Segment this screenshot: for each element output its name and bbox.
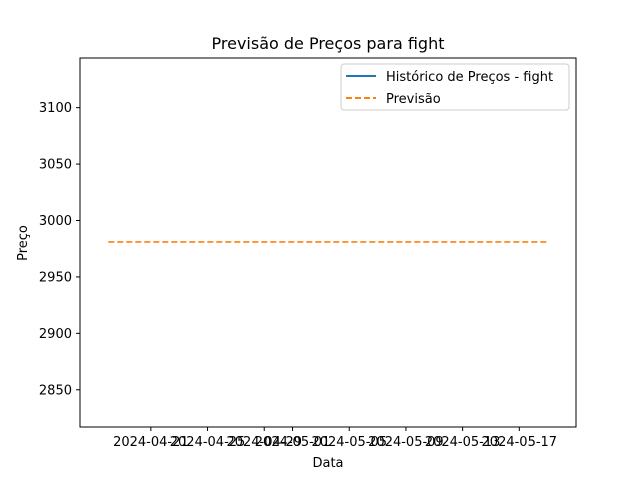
x-axis: 2024-04-212024-04-252024-04-292024-05-01… — [113, 427, 557, 450]
legend-box — [340, 63, 570, 111]
x-tick-label: 2024-05-09 — [368, 435, 444, 450]
y-tick-label: 2850 — [39, 383, 72, 398]
x-tick-label: 2024-05-01 — [255, 435, 331, 450]
x-tick-label: 2024-04-21 — [113, 435, 189, 450]
legend: Histórico de Preços - fight Previsão — [340, 63, 570, 111]
x-tick-label: 2024-05-17 — [482, 435, 558, 450]
legend-label-previsao: Previsão — [386, 92, 441, 107]
y-axis-label: Preço — [16, 225, 31, 261]
x-axis-label: Data — [312, 456, 343, 471]
y-tick-label: 3050 — [39, 158, 72, 173]
y-tick-label: 2900 — [39, 327, 72, 342]
y-tick-label: 3000 — [39, 214, 72, 229]
x-tick-label: 2024-04-29 — [226, 435, 302, 450]
y-tick-label: 3100 — [39, 101, 72, 116]
y-tick-label: 2950 — [39, 270, 72, 285]
y-axis: 2850 2900 2950 3000 3050 3100 — [39, 101, 80, 398]
x-tick-label: 2024-04-25 — [170, 435, 246, 450]
legend-label-historico: Histórico de Preços - fight — [386, 70, 553, 85]
x-tick-label: 2024-05-13 — [425, 435, 501, 450]
chart-title: Previsão de Preços para fight — [212, 34, 445, 53]
x-tick-label: 2024-05-05 — [311, 435, 387, 450]
